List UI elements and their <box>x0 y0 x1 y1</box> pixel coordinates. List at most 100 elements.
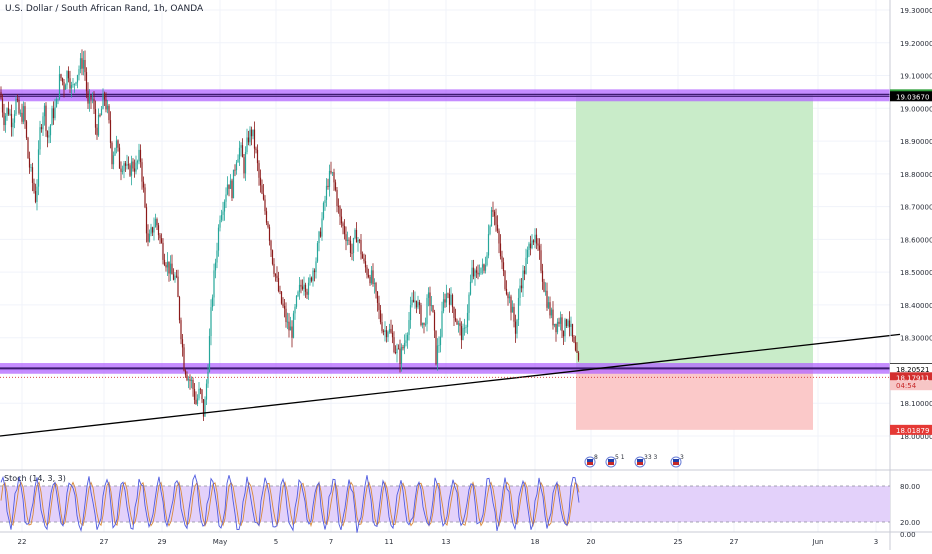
candle-body <box>480 267 482 274</box>
candle-body <box>420 305 422 326</box>
candle-body <box>468 294 470 313</box>
candle-body <box>204 399 206 417</box>
event-flag-stripe <box>587 459 593 462</box>
candle-body <box>190 379 193 381</box>
candle-body <box>456 320 458 325</box>
candle-body <box>397 348 400 350</box>
candle-body <box>183 347 185 371</box>
candle-body <box>367 274 370 277</box>
candle-body <box>505 288 508 295</box>
candle-body <box>84 59 86 73</box>
candle-body <box>574 342 577 351</box>
x-tick-label: 7 <box>329 538 333 546</box>
candle-body <box>147 233 149 242</box>
candle-body <box>538 245 541 251</box>
event-flag-stripe <box>637 462 643 465</box>
candle-body <box>42 116 44 130</box>
price-label-text: 18.20521 <box>896 366 929 374</box>
candle-body <box>465 327 467 328</box>
candle-body <box>229 180 232 189</box>
stoch-tick-label: 0.00 <box>900 531 916 539</box>
candle-body <box>463 327 466 329</box>
candle-body <box>381 322 383 332</box>
candle-body <box>219 219 221 228</box>
resistance-zone <box>0 89 890 102</box>
candle-body <box>54 107 56 119</box>
candle-body <box>165 265 167 268</box>
candle-body <box>300 284 302 287</box>
stoch-tick-label: 20.00 <box>900 519 920 527</box>
candle-body <box>298 284 301 292</box>
candle-body <box>174 275 176 280</box>
candle-body <box>108 105 110 121</box>
candle-body <box>63 81 65 90</box>
candle-body <box>439 336 442 346</box>
candle-body <box>115 140 118 148</box>
event-flag-stripe <box>637 459 643 462</box>
x-tick-label: 29 <box>158 538 167 546</box>
x-tick-label: 22 <box>18 538 27 546</box>
candle-body <box>339 206 341 217</box>
candle-body <box>154 219 157 228</box>
candle-body <box>495 216 497 225</box>
candle-body <box>441 311 443 337</box>
candle-body <box>573 336 575 343</box>
candle-body <box>249 129 251 143</box>
candle-body <box>196 398 199 404</box>
candle-body <box>577 352 580 361</box>
y-tick-label: 18.10000 <box>900 400 932 408</box>
candle-body <box>361 254 364 259</box>
candle-body <box>318 231 320 244</box>
candle-body <box>144 187 146 208</box>
candle-body <box>474 270 476 277</box>
candle-body <box>130 161 133 176</box>
candle-body <box>96 127 98 136</box>
candle-body <box>246 137 248 152</box>
candle-body <box>511 306 514 313</box>
candle-body <box>277 278 280 291</box>
candle-body <box>472 267 475 277</box>
candle-body <box>295 296 298 307</box>
event-badge: 33 3 <box>644 454 658 461</box>
candle-body <box>160 238 163 243</box>
y-tick-label: 19.30000 <box>900 7 932 15</box>
candle-body <box>499 243 502 257</box>
candle-body <box>462 328 464 341</box>
candle-body <box>205 383 208 400</box>
event-badge: 5 1 <box>615 454 625 461</box>
candle-body <box>49 125 52 136</box>
candle-body <box>514 321 517 334</box>
candle-body <box>547 302 550 308</box>
candle-body <box>274 273 277 276</box>
candle-body <box>532 240 535 243</box>
candle-body <box>258 163 260 178</box>
candle-body <box>129 165 131 176</box>
candle-body <box>153 227 155 233</box>
candle-body <box>45 105 47 132</box>
stoch-band <box>0 486 890 522</box>
candle-body <box>10 113 13 128</box>
candle-body <box>145 207 148 234</box>
candle-body <box>75 82 77 84</box>
candle-body <box>127 164 130 166</box>
candle-body <box>171 263 173 275</box>
price-label-tag <box>890 363 932 374</box>
stoch-indicator-label[interactable]: Stoch (14, 3, 3) <box>4 474 66 483</box>
candle-body <box>87 91 89 104</box>
candle-body <box>430 305 433 307</box>
candle-body <box>355 229 358 243</box>
candle-body <box>453 307 455 318</box>
candle-body <box>352 238 355 253</box>
candle-body <box>288 321 290 331</box>
candle-body <box>549 302 551 316</box>
candle-body <box>172 274 175 280</box>
candle-body <box>390 328 392 333</box>
candle-body <box>334 182 337 190</box>
candle-body <box>280 291 283 304</box>
candle-body <box>168 261 170 274</box>
x-tick-label: 3 <box>874 538 878 546</box>
candle-body <box>163 259 166 266</box>
price-label-tag <box>890 372 932 383</box>
candle-body <box>306 291 308 295</box>
